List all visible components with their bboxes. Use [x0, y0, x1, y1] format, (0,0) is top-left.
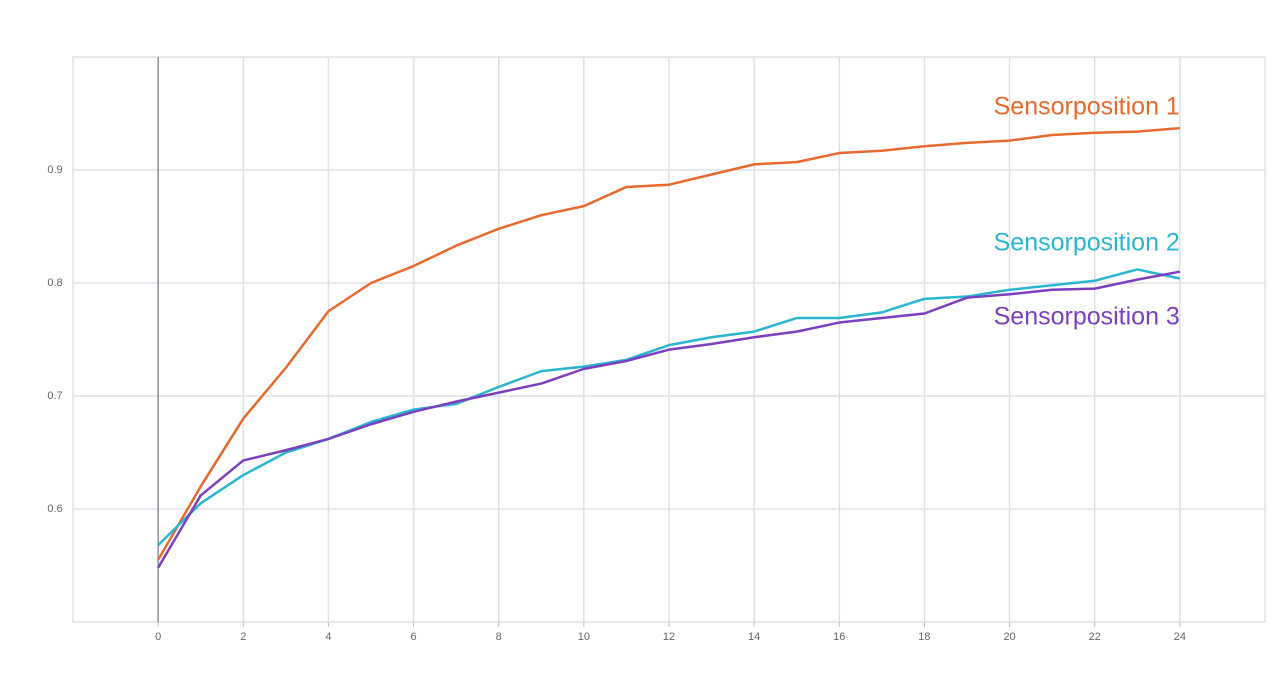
x-tick-label: 18: [918, 631, 930, 643]
x-tick-label: 4: [325, 631, 331, 643]
series-label: Sensorposition 3: [994, 303, 1180, 331]
y-tick-label: 0.9: [47, 164, 62, 176]
x-tick-label: 12: [663, 631, 675, 643]
series-line: [157, 270, 1181, 569]
x-tick-label: 2: [240, 631, 246, 643]
x-tick-label: 16: [833, 631, 845, 643]
y-tick-label: 0.7: [47, 390, 62, 402]
x-tick-label: 20: [1003, 631, 1015, 643]
series-line: [157, 126, 1180, 561]
y-tick-label: 0.6: [47, 503, 62, 515]
x-tick-label: 14: [748, 631, 760, 643]
y-tick-label: 0.8: [47, 277, 62, 289]
x-tick-label: 24: [1174, 631, 1186, 643]
x-tick-label: 22: [1089, 631, 1101, 643]
x-tick-label: 0: [155, 631, 161, 643]
x-tick-label: 6: [411, 631, 417, 643]
x-tick-label: 10: [578, 631, 590, 643]
series-label: Sensorposition 2: [994, 229, 1180, 257]
series-label: Sensorposition 1: [994, 93, 1180, 121]
x-tick-label: 8: [496, 631, 502, 643]
